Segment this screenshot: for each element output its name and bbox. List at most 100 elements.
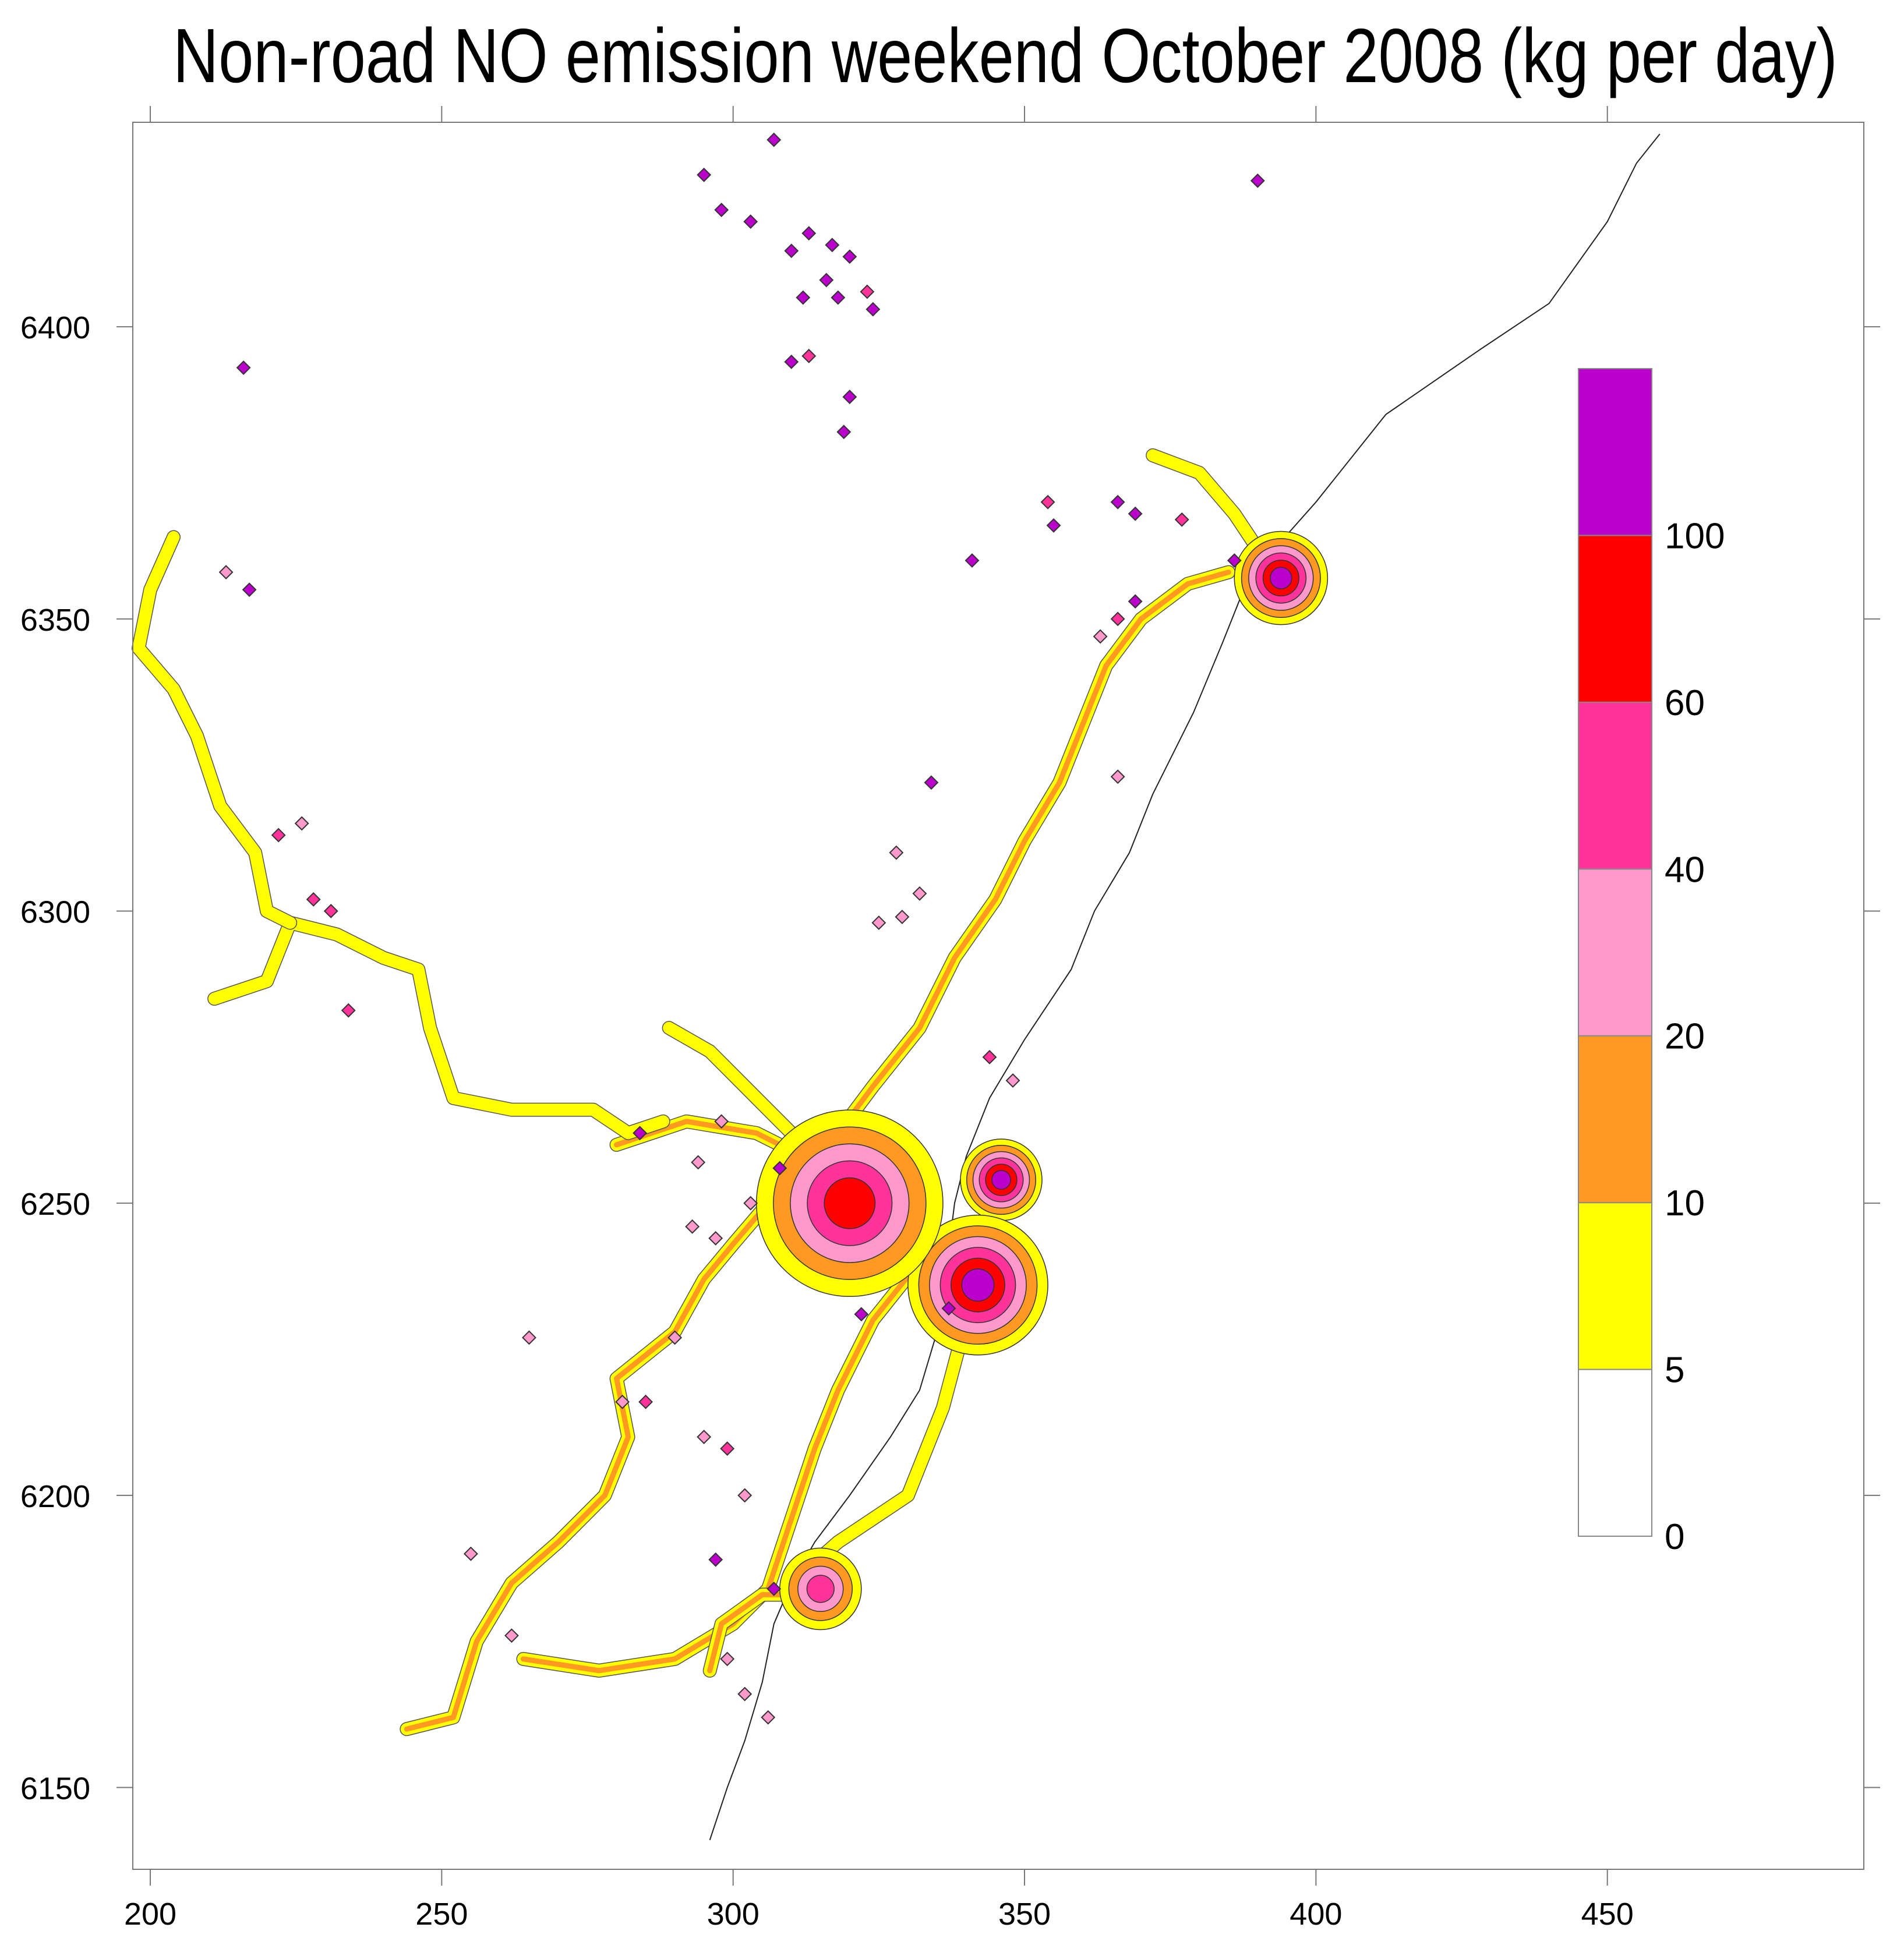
legend: 0 5 10 20 40 60 100 <box>1578 368 1725 1557</box>
legend-label-4: 40 <box>1665 850 1705 890</box>
point-source-10 <box>831 290 846 305</box>
point-source-25 <box>341 1003 356 1018</box>
road-outline <box>132 530 298 930</box>
x-tick-label: 350 <box>998 1897 1051 1932</box>
point-source-21 <box>271 828 286 843</box>
point-source-48 <box>743 1196 758 1211</box>
point-source-15 <box>842 390 857 404</box>
legend-label-0: 0 <box>1665 1517 1684 1557</box>
point-source-61 <box>504 1628 519 1643</box>
point-source-38 <box>889 845 904 860</box>
legend-swatch-6 <box>1578 368 1652 536</box>
road-2 <box>609 565 1236 1164</box>
legend-swatch-2 <box>1578 1035 1652 1204</box>
point-source-51 <box>522 1330 536 1345</box>
x-tick-label: 250 <box>415 1897 468 1932</box>
point-source-29 <box>1110 494 1125 510</box>
point-source-62 <box>720 1652 735 1667</box>
hotspot-ring <box>1270 567 1292 589</box>
point-source-26 <box>965 553 980 568</box>
point-source-39 <box>912 886 927 901</box>
point-source-63 <box>737 1686 753 1702</box>
point-source-55 <box>697 1430 712 1444</box>
point-source-57 <box>737 1488 753 1503</box>
legend-swatch-0 <box>1578 1368 1652 1537</box>
road-orange <box>520 1259 923 1674</box>
plot-frame <box>132 122 1864 1870</box>
point-source-60 <box>766 1581 782 1596</box>
hotspot-ring <box>991 1170 1011 1190</box>
point-source-30 <box>1128 506 1143 521</box>
legend-label-3: 20 <box>1665 1017 1705 1057</box>
y-tick-label: 6200 <box>20 1479 90 1514</box>
point-source-5 <box>801 226 817 241</box>
hotspot-4 <box>755 1109 944 1297</box>
legend-label-1: 5 <box>1665 1350 1684 1391</box>
point-source-19 <box>218 565 234 579</box>
point-source-47 <box>772 1161 787 1176</box>
hotspot-0 <box>1234 531 1329 625</box>
point-source-53 <box>615 1394 630 1409</box>
point-source-34 <box>1110 611 1125 627</box>
point-source-54 <box>638 1394 653 1409</box>
y-tick-label: 6300 <box>20 895 90 930</box>
x-tick-label: 300 <box>707 1897 760 1932</box>
point-source-45 <box>633 1126 648 1141</box>
y-tick-label: 6400 <box>20 310 90 345</box>
point-source-44 <box>714 1114 729 1129</box>
point-source-32 <box>1227 553 1242 568</box>
point-source-6 <box>825 238 840 253</box>
point-source-41 <box>895 910 910 924</box>
road-yellow <box>208 917 670 1140</box>
hotspot-ring <box>806 1575 835 1603</box>
point-source-0 <box>766 132 782 147</box>
legend-swatch-3 <box>1578 868 1652 1037</box>
point-source-49 <box>708 1230 723 1246</box>
point-source-50 <box>685 1219 700 1234</box>
point-source-1 <box>697 167 712 182</box>
point-source-4 <box>784 243 799 259</box>
y-tick-label: 6250 <box>20 1187 90 1222</box>
point-source-43 <box>1005 1073 1020 1088</box>
point-source-8 <box>819 273 834 288</box>
x-tick-label: 450 <box>1581 1897 1634 1932</box>
road-yellow <box>517 1256 926 1677</box>
point-source-37 <box>924 775 939 790</box>
road-outline <box>516 1254 927 1678</box>
point-source-33 <box>1128 594 1143 609</box>
point-source-35 <box>1093 629 1108 644</box>
point-source-23 <box>306 892 321 907</box>
point-source-22 <box>294 816 309 831</box>
point-source-46 <box>691 1155 706 1170</box>
point-source-13 <box>784 354 799 369</box>
x-tick-label: 400 <box>1290 1897 1342 1932</box>
point-source-28 <box>1040 494 1055 510</box>
point-source-59 <box>708 1552 723 1567</box>
hotspot-3 <box>779 1547 862 1631</box>
point-source-64 <box>761 1710 776 1725</box>
point-source-42 <box>982 1049 997 1065</box>
point-source-12 <box>866 302 881 317</box>
y-tick-label: 6150 <box>20 1771 90 1806</box>
legend-label-6: 100 <box>1665 516 1725 556</box>
point-source-2 <box>714 203 729 217</box>
road-4 <box>132 530 298 930</box>
point-source-24 <box>323 904 338 918</box>
point-source-16 <box>836 425 852 440</box>
x-tick-label: 200 <box>124 1897 176 1932</box>
road-outline <box>609 565 1236 1164</box>
point-source-9 <box>796 290 811 305</box>
legend-swatch-5 <box>1578 535 1652 703</box>
point-source-36 <box>1110 769 1125 784</box>
hotspot-ring <box>961 1268 995 1302</box>
point-source-58 <box>463 1546 478 1561</box>
hotspot-ring <box>824 1177 876 1229</box>
map-title: Non-road NO emission weekend October 200… <box>173 13 1838 98</box>
point-source-18 <box>236 360 251 375</box>
point-source-52 <box>667 1330 683 1345</box>
hotspot-1 <box>960 1138 1043 1221</box>
point-source-66 <box>941 1301 956 1316</box>
point-source-56 <box>720 1441 735 1456</box>
road-1 <box>516 1254 927 1678</box>
